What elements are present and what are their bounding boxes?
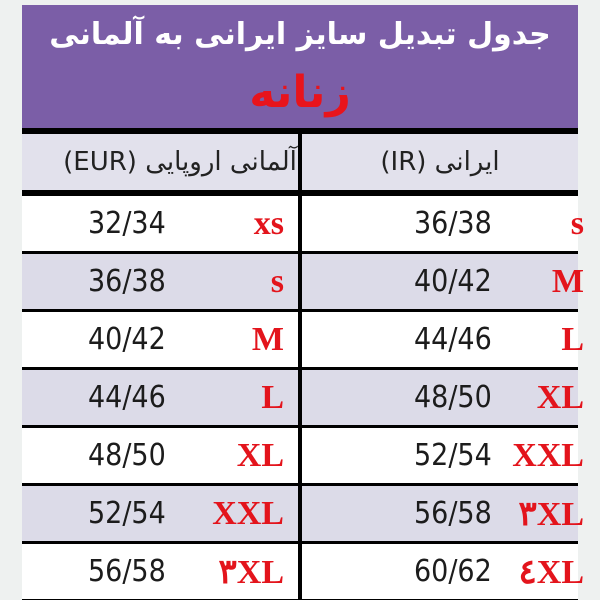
iranian-value: 48/50 [414,380,492,415]
german-cell: 32/34 xs [22,196,298,251]
german-value: 52/54 [88,496,166,531]
header-iranian: ایرانی (IR) [302,134,578,190]
iranian-size: ٣XL [518,495,585,533]
table-row: 52/54 XXL 56/58 ٣XL [22,486,584,541]
iranian-value: 60/62 [414,554,492,589]
german-size: M [251,320,284,358]
iranian-cell: 44/46 L [302,312,584,367]
header-row: آلمانی اروپایی (EUR) ایرانی (IR) [22,134,578,190]
table-row: 56/58 ٣XL 60/62 ٤XL [22,544,584,599]
iranian-value: 44/46 [414,322,492,357]
iranian-cell: 36/38 s [302,196,584,251]
german-value: 36/38 [88,264,166,299]
iranian-size: M [551,262,584,300]
iranian-size: s [570,204,584,242]
iranian-size: XXL [512,436,584,474]
german-size: XL [236,436,284,474]
german-cell: 40/42 M [22,312,298,367]
header-german-label: آلمانی اروپایی (EUR) [63,147,297,177]
german-cell: 56/58 ٣XL [22,544,298,599]
german-value: 56/58 [88,554,166,589]
header-german: آلمانی اروپایی (EUR) [22,134,298,190]
size-table: آلمانی اروپایی (EUR) ایرانی (IR) 32/34 xs… [22,128,584,600]
german-size: xs [253,204,284,242]
german-size: XXL [212,494,284,532]
german-size: L [261,378,284,416]
table-row: 48/50 XL 52/54 XXL [22,428,584,483]
german-value: 40/42 [88,322,166,357]
table-row: 36/38 s 40/42 M [22,254,584,309]
table-title: جدول تبدیل سایز ایرانی به آلمانی [49,17,551,52]
iranian-value: 36/38 [414,206,492,241]
german-value: 48/50 [88,438,166,473]
table-subtitle: زنانه [249,67,351,118]
german-cell: 52/54 XXL [22,486,298,541]
german-cell: 36/38 s [22,254,298,309]
german-size: s [270,262,284,300]
german-cell: 48/50 XL [22,428,298,483]
header-iranian-label: ایرانی (IR) [380,147,500,177]
iranian-size: L [561,320,584,358]
german-value: 44/46 [88,380,166,415]
german-size: ٣XL [218,553,285,591]
title-banner: جدول تبدیل سایز ایرانی به آلمانی زنانه [22,5,578,128]
german-cell: 44/46 L [22,370,298,425]
iranian-size: ٤XL [518,553,585,591]
iranian-value: 40/42 [414,264,492,299]
iranian-cell: 60/62 ٤XL [302,544,584,599]
german-value: 32/34 [88,206,166,241]
iranian-size: XL [536,378,584,416]
table-row: 32/34 xs 36/38 s [22,196,584,251]
table-row: 40/42 M 44/46 L [22,312,584,367]
iranian-cell: 52/54 XXL [302,428,584,483]
iranian-value: 52/54 [414,438,492,473]
iranian-cell: 40/42 M [302,254,584,309]
iranian-cell: 48/50 XL [302,370,584,425]
table-row: 44/46 L 48/50 XL [22,370,584,425]
iranian-cell: 56/58 ٣XL [302,486,584,541]
iranian-value: 56/58 [414,496,492,531]
